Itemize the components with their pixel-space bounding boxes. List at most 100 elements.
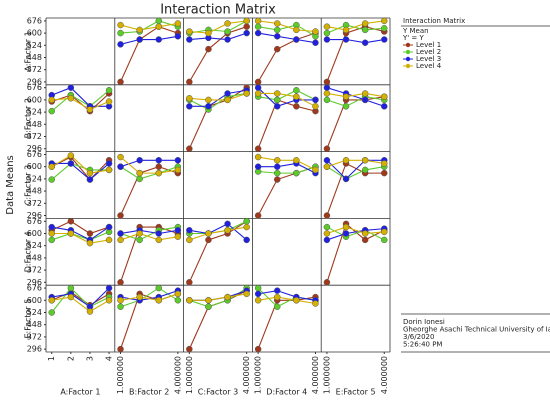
series-line — [51, 87, 110, 107]
point — [293, 297, 300, 304]
x-tick-label: 4.000000 — [242, 356, 251, 394]
point — [205, 96, 212, 104]
point — [273, 169, 281, 177]
point — [117, 236, 124, 244]
series-line — [188, 290, 247, 350]
x-tick-label: 1.000000 — [185, 356, 194, 394]
point — [117, 41, 124, 48]
point — [243, 290, 250, 298]
point — [342, 223, 350, 231]
series-line — [120, 229, 178, 235]
point — [155, 157, 163, 164]
series-line — [258, 162, 316, 174]
point — [254, 23, 262, 30]
point — [155, 284, 163, 292]
y-tick-label: 372 — [27, 332, 42, 341]
point — [323, 223, 331, 231]
y-tick-label: 448 — [27, 187, 42, 196]
y-tick-label: 600 — [27, 162, 42, 171]
y-tick-label: 296 — [27, 345, 42, 354]
point — [174, 33, 182, 40]
point — [117, 279, 124, 286]
point — [186, 227, 193, 234]
point — [273, 287, 281, 294]
point — [105, 166, 113, 174]
point — [381, 160, 388, 167]
point — [136, 175, 143, 183]
point — [381, 17, 388, 25]
series-line — [257, 287, 316, 308]
legend-label: Level 3 — [416, 55, 441, 63]
point — [361, 230, 369, 237]
point — [342, 36, 350, 43]
point — [381, 236, 388, 244]
point — [186, 28, 193, 35]
row-label: E:Factor 5 — [24, 299, 33, 339]
point — [205, 230, 212, 237]
point — [136, 169, 143, 177]
point — [117, 345, 124, 353]
point — [323, 157, 331, 164]
point — [312, 300, 319, 307]
point — [155, 230, 163, 237]
series-line — [51, 287, 110, 313]
point — [293, 87, 300, 94]
series-line — [258, 296, 316, 305]
point — [224, 220, 231, 228]
point — [67, 218, 75, 225]
series-line — [120, 22, 178, 31]
point — [86, 239, 94, 247]
point — [342, 230, 350, 237]
point — [105, 160, 113, 167]
point — [224, 293, 231, 301]
point — [381, 169, 388, 177]
series-line — [326, 87, 385, 107]
point — [361, 39, 369, 46]
series-line — [258, 20, 316, 33]
point — [174, 166, 182, 174]
legend-label: Level 2 — [416, 48, 441, 56]
point — [254, 153, 262, 161]
point — [381, 228, 388, 236]
series-line — [120, 159, 178, 168]
series-line — [257, 87, 316, 107]
point — [67, 160, 75, 167]
series-line — [51, 291, 110, 306]
point — [67, 152, 75, 159]
point — [254, 297, 262, 304]
point — [342, 93, 350, 100]
legend-marker — [405, 49, 411, 55]
point — [273, 157, 281, 164]
point — [254, 17, 262, 25]
point — [155, 169, 163, 177]
legend-label: Level 1 — [416, 41, 441, 49]
point — [48, 309, 55, 316]
x-tick-label: 2 — [66, 356, 75, 361]
y-tick-label: 372 — [27, 65, 42, 74]
series-line — [51, 162, 110, 180]
y-axis-label: Data Means — [5, 155, 16, 215]
point — [155, 36, 163, 43]
series-line — [120, 35, 178, 45]
point — [174, 297, 182, 304]
point — [323, 163, 331, 170]
y-tick-label: 676 — [27, 284, 42, 293]
point — [186, 95, 193, 102]
series-line — [51, 93, 110, 112]
point — [48, 297, 55, 304]
point — [273, 103, 281, 110]
point — [273, 20, 281, 27]
y-tick-label: 524 — [27, 41, 42, 50]
point — [117, 78, 124, 86]
point — [361, 166, 369, 174]
series-line — [326, 26, 385, 83]
series-line — [189, 20, 247, 34]
point — [136, 36, 143, 43]
point — [312, 96, 319, 104]
point — [67, 230, 75, 237]
point — [361, 157, 369, 164]
legend-label: Level 4 — [416, 62, 442, 70]
point — [136, 230, 143, 237]
point — [186, 78, 193, 86]
